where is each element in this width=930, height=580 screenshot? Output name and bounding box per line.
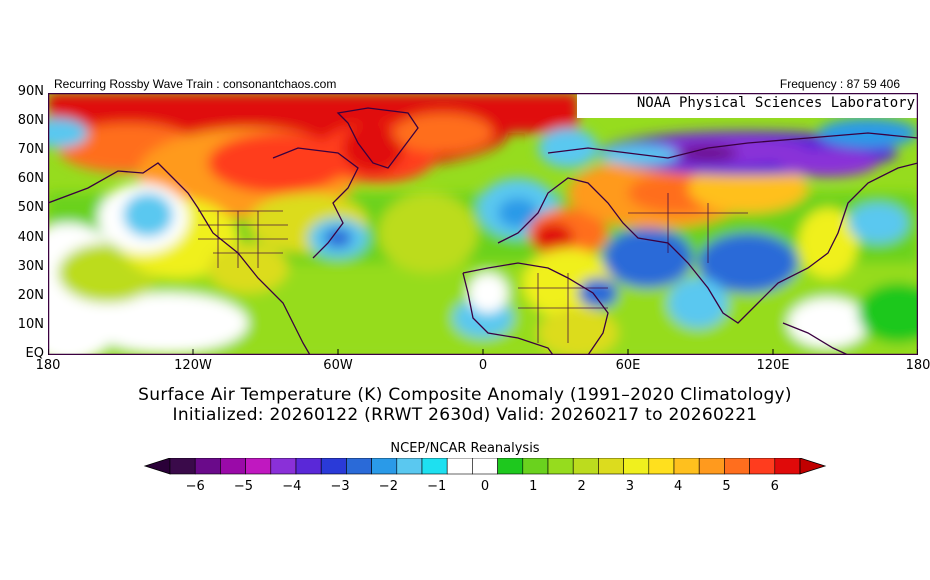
coastlines	[48, 107, 918, 355]
lat-label: 60N	[17, 171, 44, 187]
colorbar-label: 3	[625, 479, 635, 494]
colorbar-label: −4	[282, 479, 302, 494]
lat-label: 40N	[17, 229, 44, 245]
lon-label: 180	[35, 358, 61, 373]
lat-label: 90N	[17, 84, 44, 99]
lon-label: 120E	[756, 358, 790, 373]
lat-label: 70N	[17, 142, 44, 158]
colorbar-swatch	[446, 457, 473, 475]
colorbar-swatch	[245, 457, 272, 475]
anomaly-field	[48, 93, 918, 355]
colorbar-label: 0	[480, 479, 490, 494]
lat-label: 20N	[17, 287, 44, 303]
colorbar-swatch	[421, 457, 448, 475]
colorbar-label: 4	[674, 479, 683, 494]
colorbar-swatch	[749, 457, 776, 475]
colorbar-swatch	[472, 457, 498, 475]
map-subtitle: Initialized: 20260122 (RRWT 2630d) Valid…	[172, 405, 758, 425]
data-source: NCEP/NCAR Reanalysis	[390, 441, 540, 456]
colorbar-label: −5	[233, 479, 254, 494]
colorbar-swatch	[346, 457, 372, 475]
header-right-text: Frequency : 87 59 406	[779, 77, 900, 91]
colorbar-label: 2	[577, 479, 586, 494]
colorbar-swatch	[396, 457, 423, 475]
colorbar-swatch	[497, 457, 524, 475]
colorbar-swatch	[774, 457, 801, 475]
map-title: Surface Air Temperature (K) Composite An…	[138, 385, 792, 405]
colorbar-label: 6	[770, 479, 779, 494]
colorbar-swatch	[598, 457, 624, 475]
colorbar-swatch	[220, 457, 246, 475]
watermark-text: NOAA Physical Sciences Laboratory	[636, 95, 915, 111]
colorbar-swatch	[648, 457, 675, 475]
colorbar-label: −1	[427, 479, 447, 494]
colorbar-svg	[143, 457, 827, 475]
colorbar-label: −3	[330, 479, 350, 494]
colorbar-swatch	[295, 457, 322, 475]
lat-label: 80N	[17, 113, 44, 129]
lat-label: EQ	[25, 345, 44, 361]
lon-label: 0	[478, 358, 488, 373]
colorbar-swatch	[522, 457, 549, 475]
anomaly-map	[47, 92, 919, 356]
colorbar-label: 1	[529, 479, 538, 494]
map-svg	[47, 92, 919, 356]
lon-label: 60W	[323, 358, 353, 373]
watermark-box	[577, 93, 918, 118]
colorbar-swatch	[698, 457, 725, 475]
colorbar-swatch	[572, 457, 599, 475]
colorbar-swatch	[320, 457, 347, 475]
lat-label: 50N	[17, 200, 44, 216]
colorbar-swatch	[724, 457, 750, 475]
colorbar-swatch	[371, 457, 398, 475]
lon-label: 180	[905, 358, 930, 373]
lon-label: 120W	[174, 358, 212, 373]
colorbar-swatch	[194, 457, 221, 475]
colorbar	[140, 457, 830, 498]
colorbar-swatch	[673, 457, 700, 475]
colorbar-swatch	[547, 457, 574, 475]
colorbar-label: 5	[722, 479, 731, 494]
colorbar-right-arrow	[799, 457, 827, 475]
lon-label: 60E	[615, 358, 641, 373]
colorbar-left-arrow	[143, 457, 171, 475]
colorbar-swatch	[270, 457, 297, 475]
colorbar-label: −2	[378, 479, 398, 494]
header-left-text: Recurring Rossby Wave Train : consonantc…	[54, 77, 337, 91]
colorbar-label: −6	[185, 479, 205, 494]
colorbar-swatch	[169, 457, 196, 475]
lat-label: 10N	[17, 316, 44, 332]
lat-label: 30N	[17, 258, 44, 274]
colorbar-swatch	[623, 457, 650, 475]
